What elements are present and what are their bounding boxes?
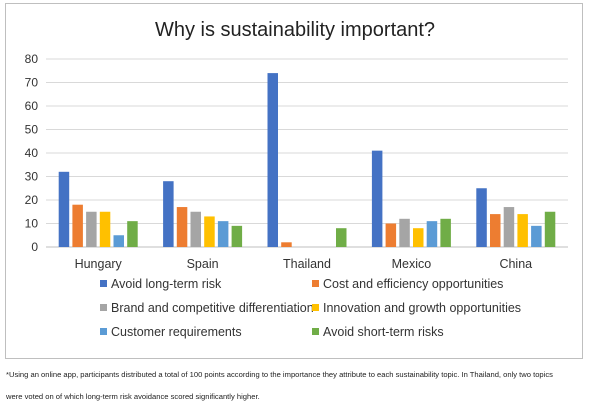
bar (163, 181, 174, 247)
legend-label: Avoid short-term risks (323, 325, 444, 339)
bar (231, 225, 243, 247)
bar (176, 207, 188, 247)
x-tick-label: China (499, 257, 532, 271)
bar (217, 221, 229, 247)
legend-swatch (100, 304, 107, 311)
chart-title: Why is sustainability important? (155, 19, 435, 41)
bar (426, 221, 438, 247)
bar (99, 211, 111, 247)
bar (440, 218, 451, 247)
footnote: *Using an online app, participants distr… (6, 364, 586, 408)
chart-frame: Why is sustainability important? 0 10 20 30… (5, 3, 583, 359)
bar (385, 223, 397, 247)
bar (503, 207, 515, 247)
y-tick-label: 50 (25, 123, 39, 137)
bar (399, 218, 410, 247)
y-tick-label: 70 (25, 76, 39, 90)
y-tick-label: 0 (31, 240, 38, 254)
footnote-line-1: *Using an online app, participants distr… (6, 370, 553, 379)
legend-label: Innovation and growth opportunities (323, 301, 521, 315)
bar (544, 211, 556, 247)
y-tick-label: 30 (25, 170, 39, 184)
legend-label: Avoid long-term risk (111, 277, 222, 291)
bar (72, 204, 83, 247)
footnote-line-2: were voted on of which long-term risk av… (6, 392, 260, 401)
bar (413, 228, 424, 247)
bar (531, 225, 542, 247)
y-tick-label: 60 (25, 99, 39, 113)
y-tick-label: 10 (25, 217, 39, 231)
bar (267, 73, 278, 247)
legend-swatch (312, 280, 319, 287)
legend-swatch (100, 328, 107, 335)
bar-chart: Why is sustainability important? 0 10 20 30… (25, 19, 568, 339)
x-tick-label: Hungary (75, 257, 123, 271)
legend-label: Brand and competitive differentiation (111, 301, 314, 315)
x-tick-label: Thailand (283, 257, 331, 271)
bar (490, 214, 501, 247)
bar (476, 188, 487, 247)
bar (190, 211, 201, 247)
bar (371, 150, 383, 247)
legend-label: Customer requirements (111, 325, 242, 339)
legend-label: Cost and efficiency opportunities (323, 277, 503, 291)
legend-swatch (100, 280, 107, 287)
bar (86, 211, 97, 247)
y-tick-label: 80 (25, 52, 39, 66)
bar (281, 242, 292, 247)
bar (517, 214, 528, 247)
legend-swatch (312, 304, 319, 311)
bar (204, 216, 215, 247)
bar (113, 235, 124, 247)
x-tick-label: Mexico (392, 257, 432, 271)
y-tick-label: 40 (25, 146, 39, 160)
bar (127, 221, 138, 247)
bar (58, 171, 70, 247)
y-tick-label: 20 (25, 193, 39, 207)
legend-swatch (312, 328, 319, 335)
bar (336, 228, 347, 247)
x-tick-label: Spain (187, 257, 219, 271)
